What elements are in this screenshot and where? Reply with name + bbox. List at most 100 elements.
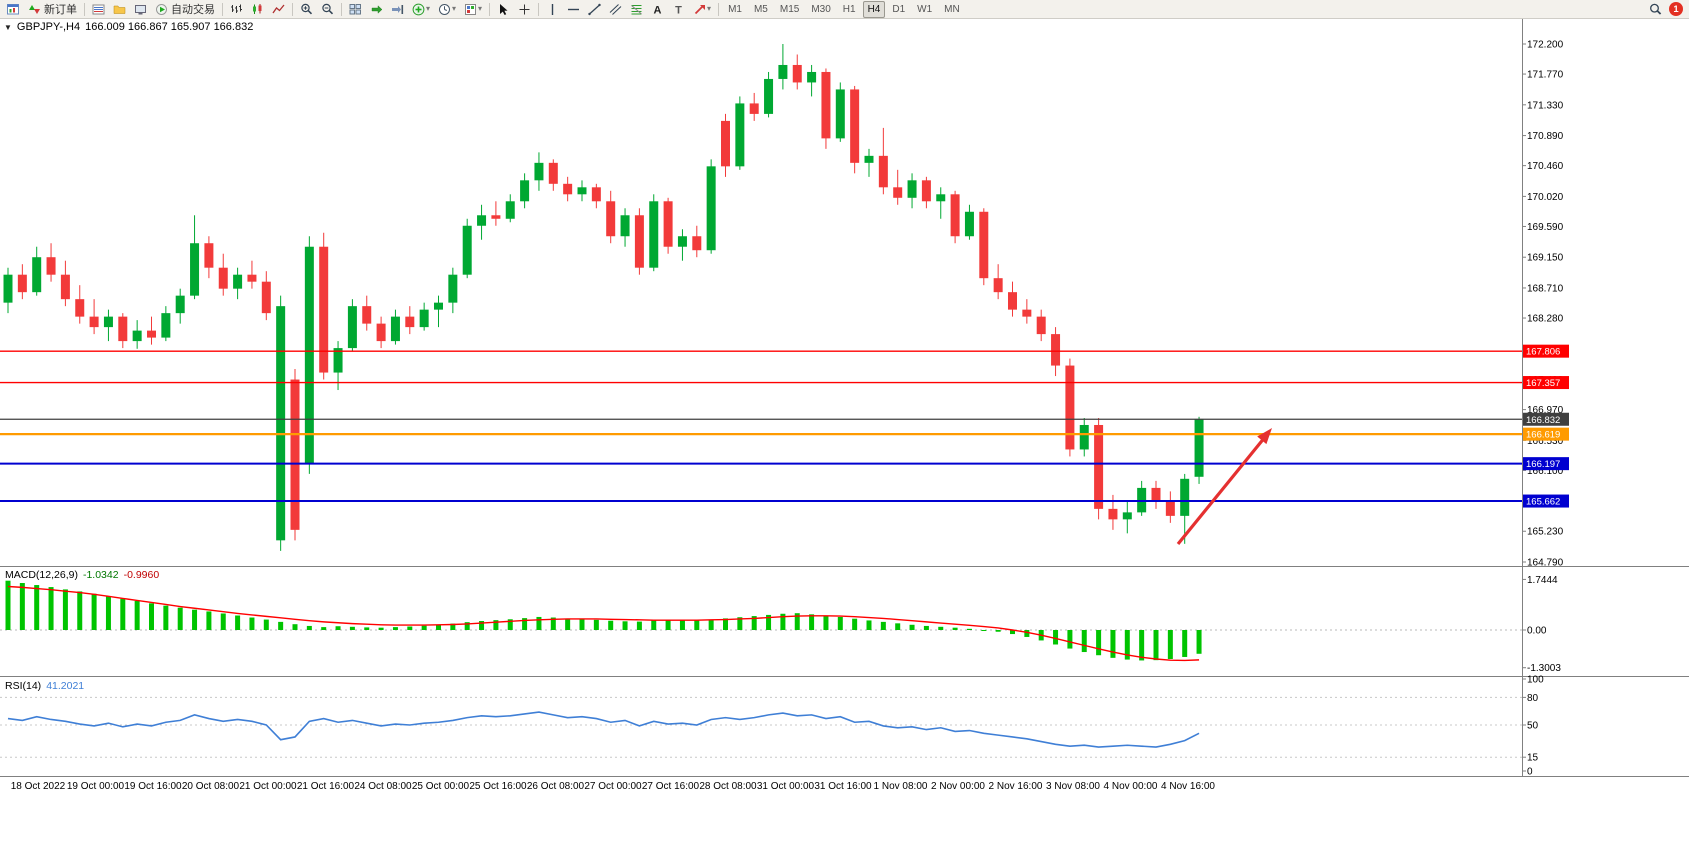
price-badge-167.357 [1523, 376, 1569, 390]
timeframe-h4[interactable]: H4 [862, 0, 886, 18]
time-axis-label: 25 Oct 00:00 [412, 781, 470, 792]
timeframe-m1[interactable]: M1 [728, 3, 742, 15]
zoom-in-icon[interactable] [297, 0, 316, 18]
line-chart-icon[interactable] [269, 0, 288, 18]
rsi-axis[interactable]: 100 80 50 15 0 [1522, 675, 1545, 778]
templates-icon[interactable]: ▾ [461, 0, 485, 18]
time-axis-label: 3 Nov 08:00 [1046, 781, 1100, 792]
new-order-button[interactable]: 新订单 [25, 0, 80, 18]
cursor-icon [497, 3, 510, 16]
price-axis-label: 171.770 [1527, 70, 1564, 81]
timeframe-h1[interactable]: H1 [842, 3, 856, 15]
dropdown-caret-icon[interactable]: ▾ [478, 4, 483, 13]
auto-trading-button[interactable]: 自动交易 [152, 0, 218, 18]
navigator-icon[interactable] [110, 0, 129, 18]
time-axis-label: 19 Oct 16:00 [124, 781, 182, 792]
search-icon [1649, 3, 1662, 16]
timeframe-m15[interactable]: M15 [779, 3, 800, 15]
price-badge-166.832 [1523, 412, 1569, 426]
macd-histogram [5, 580, 1202, 661]
cursor-icon[interactable] [494, 0, 513, 18]
text-icon: A [651, 3, 664, 16]
vertical-line-icon [546, 3, 559, 16]
macd-signal-value: -0.9960 [123, 569, 160, 581]
rsi-axis-label: 100 [1527, 675, 1544, 686]
toolbar-left-group: 新订单 自动交易 ▾ ▾ ▾ A T ▾ M1 M5 M15 M30 H1 H4 D1 W1 MN [3, 0, 966, 18]
zoom-out-icon [321, 3, 334, 16]
macd-axis-label: 0.00 [1527, 626, 1547, 637]
toolbar-right-group: 1 [1645, 0, 1686, 18]
timeframe-m30[interactable]: M30 [811, 3, 831, 15]
fibonacci-icon[interactable] [627, 0, 646, 18]
equidistant-channel-icon[interactable] [606, 0, 625, 18]
rsi-axis-label: 0 [1527, 767, 1533, 778]
rsi-line [7, 711, 1200, 748]
trendline-icon[interactable] [585, 0, 604, 18]
periods-icon [438, 3, 451, 16]
bar-chart-icon[interactable] [227, 0, 246, 18]
navigator-icon [113, 3, 126, 16]
macd-axis[interactable]: 1.7444 0.00 -1.3003 [1522, 575, 1562, 674]
indicators-icon[interactable]: ▾ [409, 0, 433, 18]
toolbar-separator [538, 2, 540, 16]
timeframe-d1[interactable]: D1 [892, 3, 906, 15]
price-axis-label: 165.230 [1527, 527, 1564, 538]
time-axis[interactable]: 18 Oct 2022 19 Oct 00:00 19 Oct 16:00 20 Oc… [11, 781, 1216, 792]
periods-icon[interactable]: ▾ [435, 0, 459, 18]
auto-scroll-icon[interactable] [367, 0, 386, 18]
price-badge-label: 167.357 [1526, 378, 1560, 389]
time-axis-label: 25 Oct 16:00 [469, 781, 527, 792]
time-axis-label: 27 Oct 16:00 [642, 781, 700, 792]
trendline-icon [588, 3, 601, 16]
time-axis-label: 31 Oct 16:00 [814, 781, 872, 792]
arrows-icon[interactable]: ▾ [690, 0, 714, 18]
macd-label: MACD(12,26,9) -1.0342 -0.9960 [5, 569, 159, 581]
symbol-period-label: GBPJPY-,H4 [16, 21, 81, 33]
market-watch-icon[interactable] [89, 0, 108, 18]
panel-borders [0, 19, 1689, 777]
fibonacci-icon [630, 3, 643, 16]
price-badge-166.619 [1523, 427, 1569, 441]
rsi-axis-label: 15 [1527, 753, 1539, 764]
text-label-icon[interactable]: T [669, 0, 688, 18]
grid-icon [349, 3, 362, 16]
timeframe-m5[interactable]: M5 [753, 3, 768, 15]
notification-badge[interactable]: 1 [1669, 2, 1683, 16]
trend-arrow[interactable] [1176, 428, 1272, 546]
line-chart-icon [272, 3, 285, 16]
crosshair-icon[interactable] [515, 0, 534, 18]
price-axis-label: 170.020 [1527, 192, 1564, 203]
chart-window-icon[interactable] [4, 0, 23, 18]
price-axis-label: 170.460 [1527, 161, 1564, 172]
timeframe-w1[interactable]: W1 [917, 3, 933, 15]
auto-trading-button-label: 自动交易 [171, 4, 215, 16]
zoom-out-icon[interactable] [318, 0, 337, 18]
arrows-icon [693, 3, 706, 16]
candlestick-chart-icon[interactable] [248, 0, 267, 18]
price-axis[interactable]: 172.200 171.770 171.330 170.890 170.460 170.0… [1522, 40, 1564, 569]
dropdown-caret-icon[interactable]: ▾ [452, 4, 457, 13]
terminal-icon [134, 3, 147, 16]
terminal-icon[interactable] [131, 0, 150, 18]
time-axis-label: 27 Oct 00:00 [584, 781, 642, 792]
dropdown-caret-icon[interactable]: ▾ [426, 4, 431, 13]
vertical-line-icon[interactable] [543, 0, 562, 18]
grid-icon[interactable] [346, 0, 365, 18]
price-axis-label: 172.200 [1527, 40, 1564, 51]
time-axis-label: 1 Nov 08:00 [874, 781, 928, 792]
toolbar-separator [718, 2, 720, 16]
macd-signal-line [7, 585, 1200, 662]
toolbar-separator [222, 2, 223, 16]
collapse-icon[interactable]: ▼ [4, 22, 12, 32]
chart-shift-icon[interactable] [388, 0, 407, 18]
timeframe-mn[interactable]: MN [944, 3, 960, 15]
horizontal-line-icon[interactable] [564, 0, 583, 18]
svg-text:A: A [654, 4, 662, 16]
text-icon[interactable]: A [648, 0, 667, 18]
chart-shift-icon [391, 3, 404, 16]
search-button[interactable] [1646, 0, 1665, 18]
rsi-axis-label: 80 [1527, 693, 1539, 704]
dropdown-caret-icon[interactable]: ▾ [707, 4, 712, 13]
time-axis-label: 4 Nov 00:00 [1104, 781, 1158, 792]
